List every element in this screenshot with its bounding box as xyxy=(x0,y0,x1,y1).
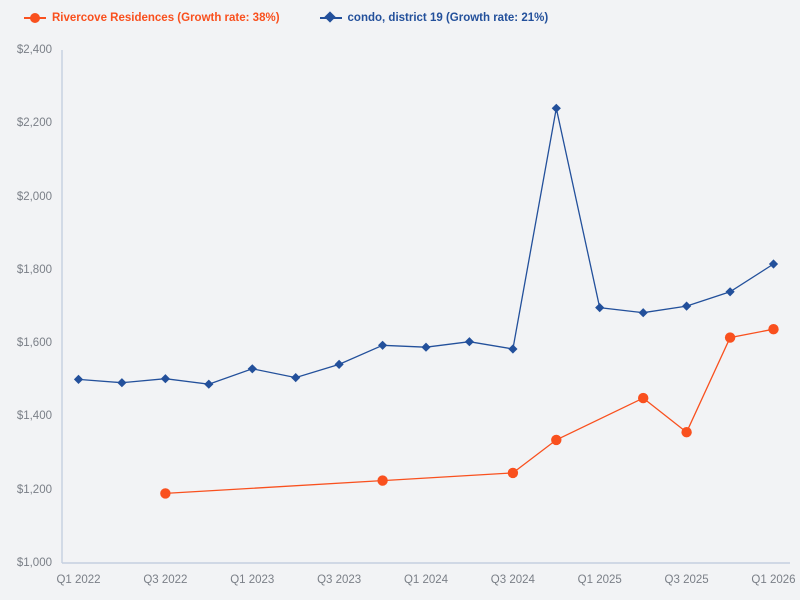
data-point-marker[interactable] xyxy=(73,374,84,384)
data-point-marker[interactable] xyxy=(551,103,561,113)
data-point-marker[interactable] xyxy=(768,259,779,269)
data-point-marker[interactable] xyxy=(421,342,431,352)
data-point-marker[interactable] xyxy=(160,488,171,499)
x-axis-tick-label: Q1 2025 xyxy=(577,574,622,586)
data-point-marker[interactable] xyxy=(638,308,648,318)
chart-legend: Rivercove Residences (Growth rate: 38%) … xyxy=(0,0,800,36)
data-point-marker[interactable] xyxy=(160,374,170,384)
data-point-marker[interactable] xyxy=(508,344,518,354)
legend-label-rivercove-residences: Rivercove Residences (Growth rate: 38%) xyxy=(52,12,280,24)
data-point-marker[interactable] xyxy=(638,392,649,404)
data-point-marker[interactable] xyxy=(682,301,692,311)
y-axis-tick-label: $1,200 xyxy=(16,483,52,496)
x-axis-tick-label: Q1 2026 xyxy=(751,574,796,586)
x-axis-tick-label: Q3 2022 xyxy=(143,574,188,586)
x-axis-tick-label: Q3 2025 xyxy=(664,574,709,586)
series-line-0 xyxy=(165,328,774,495)
data-point-marker[interactable] xyxy=(768,324,779,335)
y-axis-tick-label: $1,400 xyxy=(16,410,52,423)
y-axis-tick-label: $1,600 xyxy=(16,337,52,350)
x-axis-tick-label: Q3 2024 xyxy=(490,574,535,586)
data-point-marker[interactable] xyxy=(724,332,736,343)
legend-item-rivercove-residences[interactable]: Rivercove Residences (Growth rate: 38%) xyxy=(24,12,280,24)
data-point-marker[interactable] xyxy=(204,379,214,389)
legend-marker-circle-icon xyxy=(24,12,46,24)
data-point-marker[interactable] xyxy=(247,364,257,374)
x-axis-tick-label: Q1 2023 xyxy=(230,574,275,586)
data-point-marker[interactable] xyxy=(681,427,692,438)
y-axis-tick-label: $2,400 xyxy=(16,44,52,56)
y-axis-tick-label: $1,800 xyxy=(16,263,52,276)
data-point-marker[interactable] xyxy=(595,303,605,313)
data-point-marker[interactable] xyxy=(551,434,562,446)
legend-label-condo-district-19: condo, district 19 (Growth rate: 21%) xyxy=(347,12,549,24)
data-point-marker[interactable] xyxy=(334,359,344,369)
data-point-marker[interactable] xyxy=(464,337,474,347)
x-axis-tick-label: Q1 2022 xyxy=(56,574,101,586)
y-axis-tick-label: $2,200 xyxy=(16,117,52,130)
x-axis-tick-label: Q3 2023 xyxy=(317,574,362,586)
legend-item-condo-district-19[interactable]: condo, district 19 (Growth rate: 21%) xyxy=(319,11,549,24)
data-point-marker[interactable] xyxy=(378,340,388,350)
y-axis-tick-label: $1,000 xyxy=(16,557,52,569)
data-point-marker[interactable] xyxy=(725,287,735,297)
data-point-marker[interactable] xyxy=(117,378,127,388)
data-point-marker[interactable] xyxy=(377,475,388,486)
data-point-marker[interactable] xyxy=(507,467,519,479)
data-point-marker[interactable] xyxy=(291,373,301,383)
legend-marker-diamond-icon xyxy=(319,11,342,24)
y-axis-tick-label: $2,000 xyxy=(16,190,52,203)
x-axis-tick-label: Q1 2024 xyxy=(403,574,449,586)
